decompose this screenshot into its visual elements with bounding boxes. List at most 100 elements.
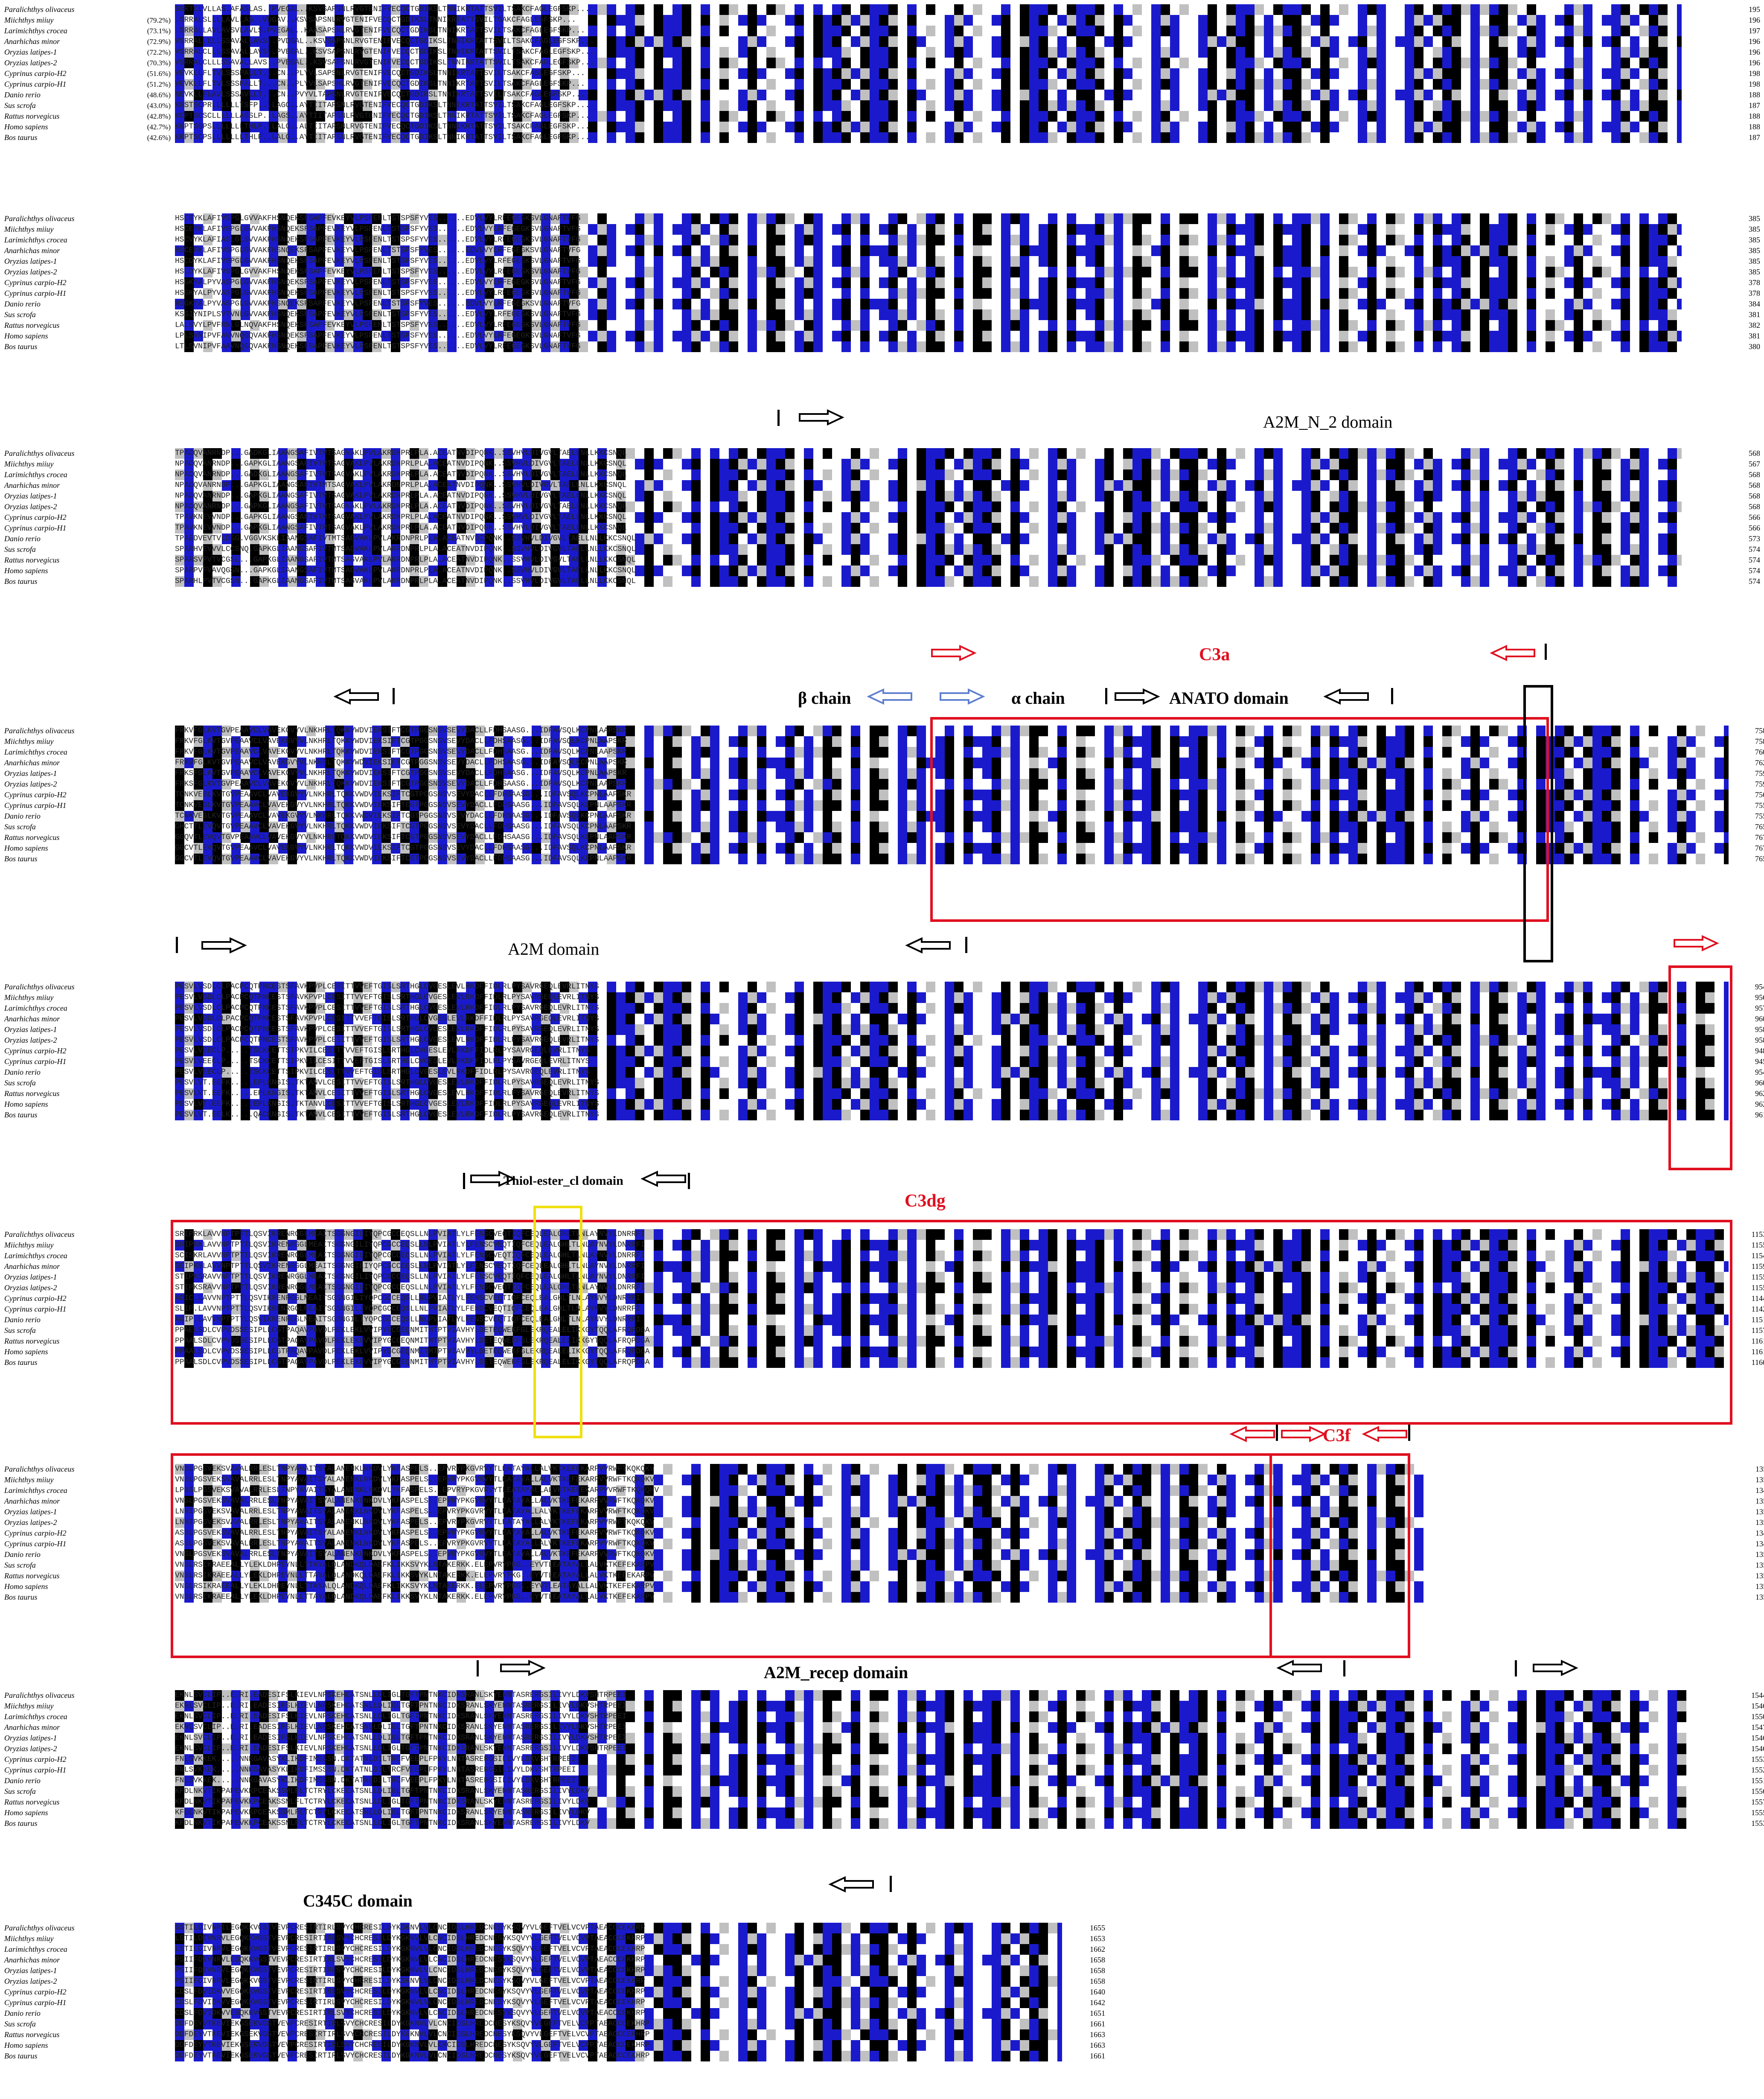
shade-cell [795,15,804,26]
end-position: 566 [1730,523,1760,533]
sequence-row: TPAVKNEVVNDP...GAPKGLIAANGSAFIVTMTSAGVAK… [175,512,1685,523]
shade-cell [1367,4,1377,15]
sequence-row: NPACQVANRNDP...GAPKGLIAANGSAFIVTMTSAGVAK… [175,501,1685,512]
shade-cell [1283,4,1301,15]
shade-cell [306,15,316,26]
species-name: Anarhichas minor [4,36,115,47]
species-name: Oryzias latipes-2 [4,501,115,512]
shade-cell [1639,4,1649,15]
shade-cell [1076,4,1095,15]
shade-cell [1320,4,1330,15]
species-name: Cyprinus carpio-H1 [4,523,115,533]
sequence-row: NPACQVANRNDP...GAPKGLIAANGSAFIVTMTSAGVAK… [175,459,1685,469]
shade-cell [1029,4,1048,15]
shade-cell [391,4,400,15]
shade-cell [672,4,682,15]
conservation-shading [175,4,1685,143]
shade-cell [701,4,710,15]
shade-cell [212,15,222,26]
shade-cell [1452,4,1461,15]
end-position: 196 [1730,47,1760,58]
shade-cell [353,15,363,26]
sequence-row: HSCEYKLAFIVSPGLGVVAKFHSNQEKSFSAPFEVKEYVL… [175,224,1685,235]
shade-cell [184,4,194,15]
species-name: Anarhichas minor [4,245,115,256]
sequence-row: KKPTSCPSLLLLLLLTHLP..LALG..AYTIITAPSNLRV… [175,132,1685,143]
sequence-rows: SGRTCLVLLAS.AFASLAS..PVEGAL..KSVSAPSNLRV… [175,4,1685,143]
sequence-row: HSCEYKLAFIVSPGLGVVAKFHSNQEKSFSAPFEVKEYVL… [175,213,1685,224]
shade-cell [475,15,485,26]
shade-cell [954,4,964,15]
shade-cell [1574,4,1583,15]
species-name: Larimichthys crocea [4,747,115,758]
end-position: 380 [1730,341,1760,352]
shade-cell [1414,4,1423,15]
sequence-row: SPARSVPVTVCGSL...GAPKGLIAANGSAFIVTMTSAGV… [175,555,1685,566]
shade-cell [1677,4,1682,15]
species-name: Larimichthys crocea [4,235,115,245]
identity-value: (51.2%) [124,79,171,90]
shade-cell [353,4,372,15]
shade-cell [306,4,325,15]
shade-cell [1461,4,1470,15]
end-position: 574 [1730,566,1760,576]
end-position: 195 [1730,4,1760,15]
species-name: Sus scrofa [4,822,115,832]
sequence-row: VSRRAL.LLLSSAVALLAVS..PVDGAL..KSVSAPSNLR… [175,36,1685,47]
sequence-row: TPACQVANRNDP...GADKGLIAANGSAFIVTMTSAGVAK… [175,448,1685,459]
shade-cell [569,4,579,15]
shade-cell [1564,4,1574,15]
shade-cell [457,15,475,26]
species-name: Oryzias latipes-2 [4,267,115,277]
sequence-row: NPACQVANRNDP...GAPKGLIAANGSAFIVTMTSAGVAK… [175,480,1685,491]
sequence-row: TPAVKNEVVNDP...GAPKGLIAANGSAFIVTMTSAGVAK… [175,523,1685,533]
species-name: Cyprinus carpio-H2 [4,790,115,800]
sequence-row: VSRRALCLLLSSAVALLAVS..PVEGAL..KSVSAPSNLR… [175,47,1685,58]
shade-cell [494,15,504,26]
sequence-row: HSGKYALPYVASPGLGVVAKFHSNQEKSFSAPFEVKEYVL… [175,277,1685,288]
shade-cell [973,4,982,15]
end-position: 382 [1730,320,1760,331]
end-position: 188 [1730,90,1760,100]
shade-cell [381,15,391,26]
shade-cell [1161,4,1170,15]
end-position: 188 [1730,111,1760,122]
shade-cell [447,4,457,15]
shade-cell [560,15,569,26]
species-name: Homo sapiens [4,843,115,854]
species-name: Sus scrofa [4,100,115,111]
identity-value: (51.6%) [124,68,171,79]
sequence-row: SGRTCLVLLAS.AFASLAS..PVEGAL..KSVSAPSNLRV… [175,4,1685,15]
species-names: Paralichthys olivaceus Miichthys miiuy Lar… [4,4,115,143]
species-name: Bos taurus [4,341,115,352]
alignment-block: Paralichthys olivaceus Miichthys miiuy Lar… [0,4,1764,147]
shade-cell [513,4,522,15]
identity-value: (73.1%) [124,26,171,36]
shade-cell [194,4,203,15]
species-name: Miichthys miiuy [4,459,115,469]
species-name: Anarhichas minor [4,758,115,768]
species-name: Danio rerio [4,90,115,100]
shade-cell [841,4,851,15]
end-position: 385 [1730,235,1760,245]
shade-cell [682,15,691,26]
species-name: Homo sapiens [4,566,115,576]
shade-cell [616,15,635,26]
identity-value: (48.6%) [124,90,171,100]
identity-percentages: (79.2%) (73.1%) (72.9%) (72.2%) (70.3%) (51.6… [124,4,171,143]
shade-cell [485,4,494,15]
shade-cell [701,15,710,26]
shade-cell [241,15,250,26]
shade-cell [466,4,485,15]
shade-cell [513,15,522,26]
shade-cell [1132,4,1142,15]
shade-cell [269,4,278,15]
shade-cell [1442,4,1452,15]
sequence-rows: TPACQVANRNDP...GADKGLIAANGSAFIVTMTSAGVAK… [175,448,1685,587]
shade-cell [428,4,438,15]
shade-cell [1301,4,1311,15]
end-position: 568 [1730,491,1760,501]
species-name: Miichthys miiuy [4,224,115,235]
shade-cell [1273,4,1283,15]
shade-cell [532,15,541,26]
